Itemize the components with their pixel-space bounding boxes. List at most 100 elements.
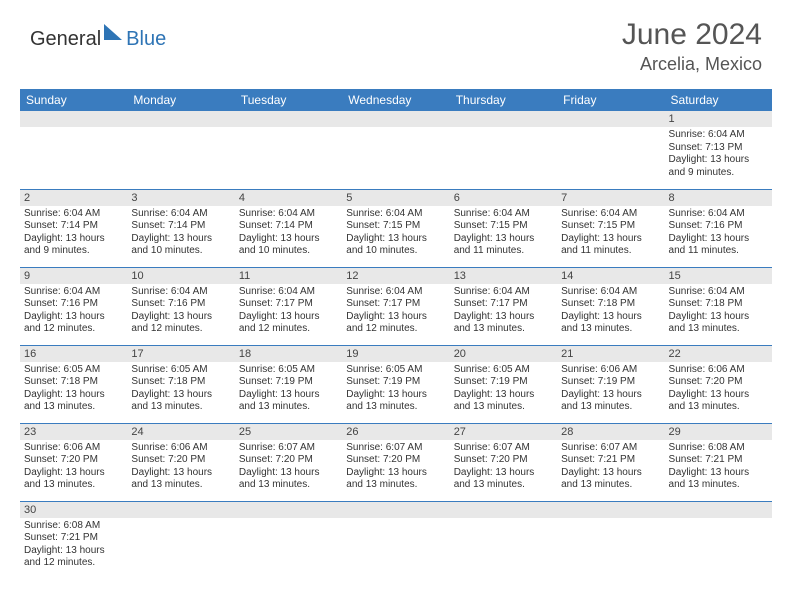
day-content: Sunrise: 6:07 AMSunset: 7:20 PMDaylight:… — [450, 440, 557, 496]
daylight-text: Daylight: 13 hours — [454, 467, 553, 480]
sunrise-text: Sunrise: 6:04 AM — [131, 208, 230, 221]
daylight-text-2: and 13 minutes. — [346, 401, 445, 414]
brand-general: General — [30, 28, 101, 51]
day-number: 1 — [665, 111, 772, 127]
daylight-text-2: and 10 minutes. — [346, 245, 445, 258]
sunset-text: Sunset: 7:20 PM — [131, 454, 230, 467]
sunset-text: Sunset: 7:20 PM — [454, 454, 553, 467]
sunrise-text: Sunrise: 6:05 AM — [24, 364, 123, 377]
header: General Blue June 2024 Arcelia, Mexico — [0, 0, 792, 83]
daylight-text: Daylight: 13 hours — [561, 233, 660, 246]
sunrise-text: Sunrise: 6:04 AM — [131, 286, 230, 299]
weekday-header: Tuesday — [235, 89, 342, 111]
day-number: 22 — [665, 346, 772, 362]
day-content: Sunrise: 6:08 AMSunset: 7:21 PMDaylight:… — [665, 440, 772, 496]
calendar-week-row: 1Sunrise: 6:04 AMSunset: 7:13 PMDaylight… — [20, 111, 772, 189]
daylight-text: Daylight: 13 hours — [131, 389, 230, 402]
day-number: 23 — [20, 424, 127, 440]
sunrise-text: Sunrise: 6:04 AM — [669, 129, 768, 142]
daylight-text-2: and 12 minutes. — [346, 323, 445, 336]
day-number: 21 — [557, 346, 664, 362]
calendar-empty-cell — [342, 501, 449, 579]
day-number: 24 — [127, 424, 234, 440]
daylight-text: Daylight: 13 hours — [24, 389, 123, 402]
day-number: 20 — [450, 346, 557, 362]
calendar-day-cell: 6Sunrise: 6:04 AMSunset: 7:15 PMDaylight… — [450, 189, 557, 267]
calendar-day-cell: 4Sunrise: 6:04 AMSunset: 7:14 PMDaylight… — [235, 189, 342, 267]
sunrise-text: Sunrise: 6:07 AM — [239, 442, 338, 455]
day-number-empty — [20, 111, 127, 127]
daylight-text-2: and 13 minutes. — [454, 401, 553, 414]
day-number-empty — [557, 502, 664, 518]
day-number-empty — [450, 502, 557, 518]
weekday-header: Thursday — [450, 89, 557, 111]
day-number: 9 — [20, 268, 127, 284]
daylight-text: Daylight: 13 hours — [561, 311, 660, 324]
sunset-text: Sunset: 7:20 PM — [239, 454, 338, 467]
sunrise-text: Sunrise: 6:04 AM — [346, 286, 445, 299]
calendar-table: SundayMondayTuesdayWednesdayThursdayFrid… — [20, 89, 772, 579]
day-content: Sunrise: 6:05 AMSunset: 7:19 PMDaylight:… — [450, 362, 557, 418]
calendar-day-cell: 18Sunrise: 6:05 AMSunset: 7:19 PMDayligh… — [235, 345, 342, 423]
daylight-text: Daylight: 13 hours — [346, 233, 445, 246]
calendar-week-row: 16Sunrise: 6:05 AMSunset: 7:18 PMDayligh… — [20, 345, 772, 423]
daylight-text-2: and 13 minutes. — [561, 479, 660, 492]
day-content: Sunrise: 6:06 AMSunset: 7:20 PMDaylight:… — [665, 362, 772, 418]
calendar-empty-cell — [235, 111, 342, 189]
sunrise-text: Sunrise: 6:08 AM — [24, 520, 123, 533]
weekday-header: Wednesday — [342, 89, 449, 111]
day-content: Sunrise: 6:04 AMSunset: 7:14 PMDaylight:… — [20, 206, 127, 262]
sunrise-text: Sunrise: 6:04 AM — [239, 286, 338, 299]
daylight-text: Daylight: 13 hours — [669, 467, 768, 480]
calendar-day-cell: 17Sunrise: 6:05 AMSunset: 7:18 PMDayligh… — [127, 345, 234, 423]
daylight-text-2: and 13 minutes. — [669, 323, 768, 336]
daylight-text: Daylight: 13 hours — [346, 389, 445, 402]
sunrise-text: Sunrise: 6:04 AM — [454, 208, 553, 221]
calendar-day-cell: 11Sunrise: 6:04 AMSunset: 7:17 PMDayligh… — [235, 267, 342, 345]
day-content: Sunrise: 6:05 AMSunset: 7:18 PMDaylight:… — [20, 362, 127, 418]
title-block: June 2024 Arcelia, Mexico — [622, 18, 762, 75]
sunrise-text: Sunrise: 6:06 AM — [669, 364, 768, 377]
daylight-text-2: and 13 minutes. — [454, 479, 553, 492]
sunset-text: Sunset: 7:17 PM — [239, 298, 338, 311]
calendar-empty-cell — [450, 501, 557, 579]
day-number-empty — [127, 111, 234, 127]
calendar-day-cell: 12Sunrise: 6:04 AMSunset: 7:17 PMDayligh… — [342, 267, 449, 345]
daylight-text-2: and 13 minutes. — [454, 323, 553, 336]
day-number-empty — [235, 502, 342, 518]
sunrise-text: Sunrise: 6:04 AM — [669, 286, 768, 299]
sunrise-text: Sunrise: 6:07 AM — [346, 442, 445, 455]
daylight-text-2: and 10 minutes. — [131, 245, 230, 258]
sunset-text: Sunset: 7:21 PM — [669, 454, 768, 467]
day-content: Sunrise: 6:04 AMSunset: 7:15 PMDaylight:… — [557, 206, 664, 262]
calendar-day-cell: 23Sunrise: 6:06 AMSunset: 7:20 PMDayligh… — [20, 423, 127, 501]
calendar-day-cell: 9Sunrise: 6:04 AMSunset: 7:16 PMDaylight… — [20, 267, 127, 345]
daylight-text: Daylight: 13 hours — [669, 233, 768, 246]
sunrise-text: Sunrise: 6:04 AM — [561, 286, 660, 299]
day-number: 2 — [20, 190, 127, 206]
daylight-text-2: and 9 minutes. — [24, 245, 123, 258]
day-number: 26 — [342, 424, 449, 440]
daylight-text: Daylight: 13 hours — [561, 389, 660, 402]
day-number: 13 — [450, 268, 557, 284]
day-number-empty — [450, 111, 557, 127]
day-content: Sunrise: 6:04 AMSunset: 7:16 PMDaylight:… — [127, 284, 234, 340]
daylight-text-2: and 12 minutes. — [239, 323, 338, 336]
sunset-text: Sunset: 7:16 PM — [24, 298, 123, 311]
day-number: 6 — [450, 190, 557, 206]
calendar-empty-cell — [557, 501, 664, 579]
day-number: 4 — [235, 190, 342, 206]
day-number: 17 — [127, 346, 234, 362]
day-number-empty — [557, 111, 664, 127]
day-content: Sunrise: 6:05 AMSunset: 7:19 PMDaylight:… — [235, 362, 342, 418]
calendar-day-cell: 2Sunrise: 6:04 AMSunset: 7:14 PMDaylight… — [20, 189, 127, 267]
daylight-text: Daylight: 13 hours — [561, 467, 660, 480]
day-content: Sunrise: 6:04 AMSunset: 7:14 PMDaylight:… — [235, 206, 342, 262]
day-number: 10 — [127, 268, 234, 284]
day-content: Sunrise: 6:06 AMSunset: 7:19 PMDaylight:… — [557, 362, 664, 418]
day-number: 27 — [450, 424, 557, 440]
calendar-week-row: 2Sunrise: 6:04 AMSunset: 7:14 PMDaylight… — [20, 189, 772, 267]
day-number-empty — [342, 502, 449, 518]
day-content: Sunrise: 6:06 AMSunset: 7:20 PMDaylight:… — [127, 440, 234, 496]
day-content: Sunrise: 6:08 AMSunset: 7:21 PMDaylight:… — [20, 518, 127, 574]
